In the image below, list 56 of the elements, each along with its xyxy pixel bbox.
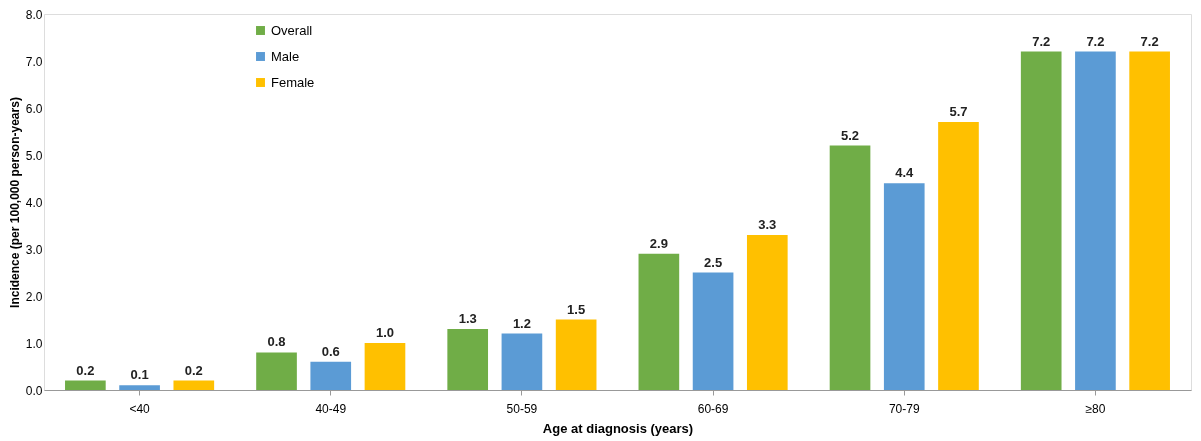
data-label: 7.2: [1086, 33, 1105, 49]
bar: [829, 145, 871, 390]
data-label: 0.8: [267, 334, 286, 350]
data-label: 7.2: [1140, 33, 1159, 49]
data-label: 0.1: [130, 367, 149, 383]
data-label: 5.2: [840, 127, 860, 143]
legend-label: Female: [271, 74, 315, 90]
y-tick-label: 0.0: [25, 383, 43, 398]
data-label: 3.3: [758, 216, 777, 232]
y-tick-label: 4.0: [25, 195, 43, 210]
bar: [310, 361, 352, 390]
y-tick-label: 6.0: [25, 101, 43, 116]
data-label: 4.4: [895, 165, 915, 181]
bar: [1129, 51, 1170, 390]
data-label: 1.2: [512, 315, 531, 331]
bar: [555, 319, 597, 390]
bar: [883, 183, 925, 390]
data-label: 0.2: [76, 362, 95, 378]
data-label: 0.6: [321, 343, 340, 359]
x-tick-label: 50-59: [506, 401, 538, 416]
y-tick-label: 5.0: [25, 148, 43, 163]
bar: [256, 352, 297, 390]
data-label: 1.0: [375, 325, 395, 340]
bar: [1020, 51, 1062, 390]
x-axis-title: Age at diagnosis (years): [542, 420, 694, 436]
x-tick-label: 60-69: [697, 401, 729, 416]
legend-label: Male: [271, 48, 300, 64]
bar: [173, 380, 215, 390]
bar: [447, 328, 489, 390]
y-axis-title: Incidence (per 100,000 person-years): [7, 97, 22, 308]
bar: [638, 253, 680, 390]
x-tick-label: 40-49: [315, 401, 347, 416]
data-label: 7.2: [1032, 33, 1051, 49]
y-tick-label: 1.0: [25, 336, 43, 351]
data-label: 0.2: [184, 362, 203, 378]
bar: [746, 234, 788, 390]
x-tick-label: ≥80: [1085, 401, 1106, 416]
bar: [119, 385, 160, 390]
legend-label: Overall: [271, 22, 313, 38]
y-tick-label: 3.0: [25, 242, 43, 257]
data-label: 1.3: [458, 310, 477, 326]
data-label: 2.9: [649, 235, 668, 251]
x-tick-label: 70-79: [888, 401, 920, 416]
bar: [501, 333, 543, 390]
bar: [692, 272, 734, 390]
x-tick-label: <40: [129, 401, 151, 416]
y-tick-label: 2.0: [25, 289, 43, 304]
y-tick-label: 8.0: [25, 7, 43, 22]
data-label: 5.7: [949, 104, 968, 120]
y-tick-label: 7.0: [25, 54, 43, 69]
bar: [65, 380, 106, 390]
data-label: 2.5: [704, 254, 723, 270]
bar: [364, 343, 406, 390]
data-label: 1.5: [567, 301, 586, 317]
bar: [938, 122, 979, 390]
bar: [1075, 51, 1116, 390]
